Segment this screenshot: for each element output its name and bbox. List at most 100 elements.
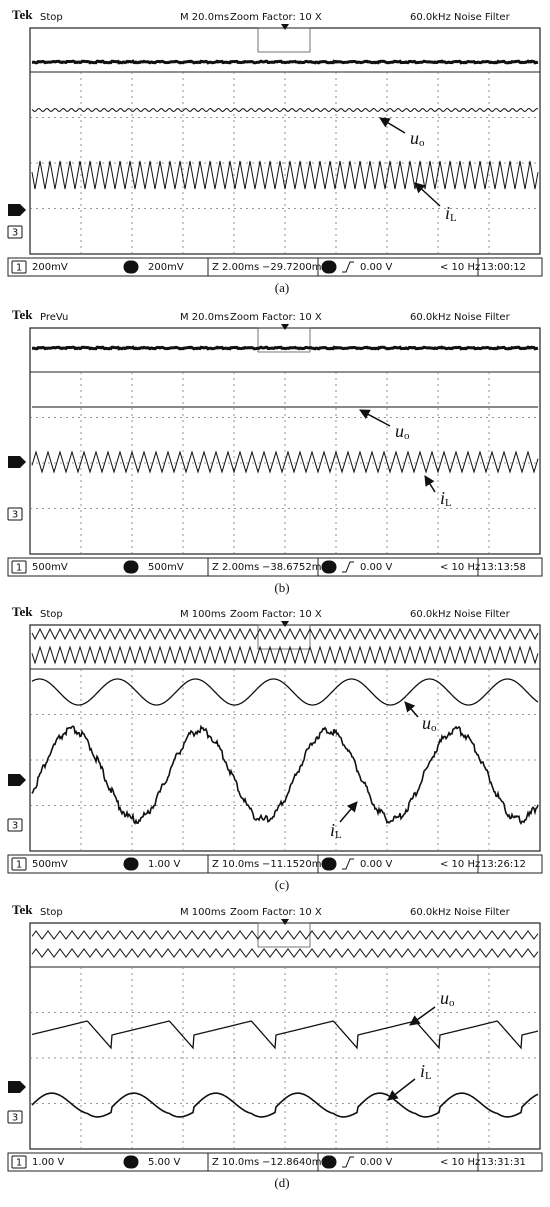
trigger-marker [281,621,289,627]
status-bar [7,557,543,577]
trigger-level: 0.00 V [360,562,392,573]
ground-marker [8,456,26,468]
current-subscript: L [425,1070,432,1082]
ch1-scale: 500mV [32,562,68,573]
filter-name: Noise Filter [454,907,511,918]
scope-panel: Tek Stop M 100ms Zoom Factor: 10 X 60.0kHz No… [7,604,543,892]
channel-number: 3 [128,1158,134,1169]
channel-number: 1 [16,263,22,274]
overview-trace [31,627,539,641]
current-symbol: i [420,1061,425,1081]
channel-number: 3 [128,263,134,274]
caption: (a) [275,280,289,295]
filter-name: Noise Filter [454,312,511,323]
channel-number: 3 [12,510,18,521]
ground-marker [8,774,26,786]
ch3-scale: 1.00 V [148,859,180,870]
caption: (d) [274,1175,289,1190]
channel-badge [11,260,27,274]
channel-badge [321,260,337,274]
current-subscript: L [445,497,452,509]
channel-badge [123,260,139,274]
channel-badge [123,560,139,574]
ch1-scale: 200mV [32,262,68,273]
ch1-scale: 500mV [32,859,68,870]
current-trace [31,1092,539,1118]
annotation-arrow [424,475,436,493]
acquisition-mode: Stop [40,12,63,23]
channel-badge [11,857,27,871]
filter-frequency: 60.0kHz [410,907,451,918]
timebase: M 100ms [180,907,226,918]
zoom-scale: Z 2.00ms [212,562,259,573]
filter-frequency: 60.0kHz [410,12,451,23]
acquisition-mode: Stop [40,907,63,918]
ch3-scale: 500mV [148,562,184,573]
channel-badge [7,507,23,521]
channel-number: 3 [12,1113,18,1124]
brand: Tek [12,7,33,22]
clock-time: 13:26:12 [481,859,526,870]
status-bar [7,257,543,277]
channel-number: 3 [12,821,18,832]
channel-number: 1 [326,860,332,871]
channel-number: 1 [326,1158,332,1169]
zoom-factor: Zoom Factor: 10 X [230,907,322,918]
trigger-frequency: < 10 Hz [440,859,480,870]
filter-frequency: 60.0kHz [410,609,451,620]
trigger-level: 0.00 V [360,859,392,870]
overview-trace [31,59,539,65]
trigger-slope [342,561,354,573]
voltage-trace [31,1020,539,1050]
overview-trace [31,948,539,958]
channel-badge [11,1155,27,1169]
overview-trace [31,645,539,665]
channel-number: 1 [326,563,332,574]
voltage-symbol: u [410,128,419,148]
brand: Tek [12,604,33,619]
channel-badge [7,818,23,832]
channel-number: 3 [128,563,134,574]
zoom-scale: Z 2.00ms [212,262,259,273]
zoom-position: −38.6752ms [262,562,327,573]
timebase: M 20.0ms [180,312,229,323]
channel-number: 3 [128,860,134,871]
channel-number: 3 [12,228,18,239]
zoom-scale: Z 10.0ms [212,1157,259,1168]
zoom-scale: Z 10.0ms [212,859,259,870]
ground-marker-number: 1 [10,776,16,787]
ch3-scale: 200mV [148,262,184,273]
voltage-subscript: o [431,722,437,734]
trigger-slope [342,1156,354,1168]
voltage-subscript: o [419,137,425,149]
clock-time: 13:13:58 [481,562,526,573]
trigger-marker [281,324,289,330]
channel-badge [7,225,23,239]
annotation-arrow [387,1078,416,1101]
channel-number: 1 [16,1158,22,1169]
zoom-position: −11.1520ms [262,859,327,870]
clock-time: 13:31:31 [481,1157,526,1168]
channel-badge [321,1155,337,1169]
trigger-slope [342,261,354,273]
ground-marker [8,1081,26,1093]
channel-badge [11,560,27,574]
scope-panel: Tek PreVu M 20.0ms Zoom Factor: 10 X 60.0kHz… [7,307,543,595]
brand: Tek [12,307,33,322]
overview-trace [31,930,539,940]
acquisition-mode: Stop [40,609,63,620]
voltage-label: uo [440,988,455,1008]
voltage-label: uo [395,421,410,441]
clock-time: 13:00:12 [481,262,526,273]
filter-frequency: 60.0kHz [410,312,451,323]
zoom-factor: Zoom Factor: 10 X [230,609,322,620]
voltage-label: uo [410,128,425,148]
voltage-trace [31,107,539,113]
annotation-arrow [339,801,358,823]
timebase: M 20.0ms [180,12,229,23]
trigger-frequency: < 10 Hz [440,1157,480,1168]
channel-number: 1 [326,263,332,274]
screen [29,327,541,555]
caption: (b) [274,580,289,595]
voltage-subscript: o [449,997,455,1009]
